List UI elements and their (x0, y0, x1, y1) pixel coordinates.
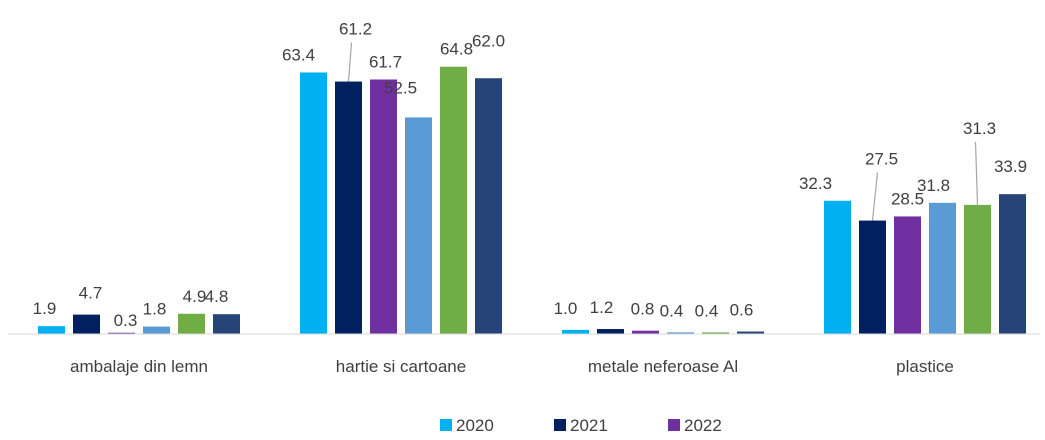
bar-3-4 (667, 332, 694, 334)
bar-4-6 (999, 194, 1026, 334)
leader-lines (347, 42, 979, 221)
bar-4-5 (964, 204, 991, 334)
leader-line (974, 141, 979, 205)
bar-4-4 (929, 202, 956, 334)
legend-swatch (668, 419, 680, 431)
legend-label: 2020 (456, 416, 494, 435)
leader-line (871, 172, 879, 221)
data-label: 0.4 (660, 301, 684, 320)
data-label: 64.8 (440, 40, 473, 59)
data-label: 32.3 (799, 174, 832, 193)
bar-4-1 (824, 200, 851, 334)
bar-2-1 (300, 72, 327, 334)
bar-2-5 (440, 66, 467, 334)
bar-4-2 (859, 220, 886, 334)
bar-3-2 (597, 329, 624, 334)
data-label: 61.7 (369, 52, 402, 71)
bar-1-4 (143, 326, 170, 334)
bar-3-6 (737, 331, 764, 334)
category-label: plastice (896, 357, 954, 376)
leader-line (347, 42, 353, 82)
data-label: 1.0 (554, 299, 578, 318)
data-label: 1.9 (33, 299, 57, 318)
data-label: 0.4 (695, 301, 719, 320)
data-label: 52.5 (384, 78, 417, 97)
data-label: 0.6 (730, 301, 754, 320)
category-label: hartie si cartoane (336, 357, 466, 376)
data-label: 28.5 (891, 189, 924, 208)
data-label: 63.4 (282, 45, 315, 64)
bar-1-2 (73, 314, 100, 334)
data-label: 33.9 (994, 157, 1027, 176)
data-label: 31.3 (963, 119, 996, 138)
legend-label: 2022 (684, 416, 722, 435)
bar-2-3 (370, 79, 397, 334)
legend-swatch (440, 419, 452, 431)
legend: 2020 2021 2022 (440, 416, 722, 435)
data-label: 4.7 (79, 284, 103, 303)
bar-1-6 (213, 314, 240, 334)
data-label: 31.8 (917, 176, 950, 195)
data-label: 61.2 (339, 20, 372, 39)
data-label: 27.5 (865, 150, 898, 169)
data-label: 4.8 (205, 287, 229, 306)
category-labels: ambalaje din lemn hartie si cartoane metal… (70, 357, 954, 376)
legend-swatch (554, 419, 566, 431)
bar-3-1 (562, 329, 589, 334)
category-label: ambalaje din lemn (70, 357, 208, 376)
bar-2-6 (475, 78, 502, 334)
bar-2-2 (335, 81, 362, 334)
data-label: 62.0 (472, 31, 505, 50)
bar-4-3 (894, 216, 921, 334)
bar-3-3 (632, 330, 659, 334)
bar-1-5 (178, 313, 205, 334)
bar-2-4 (405, 117, 432, 334)
category-label: metale neferoase Al (588, 357, 738, 376)
data-label: 1.8 (143, 300, 167, 319)
bar-3-5 (702, 332, 729, 334)
data-label: 0.3 (114, 311, 138, 330)
data-labels: 1.9 4.7 0.3 1.8 4.94.8 63.4 61.2 61.7 52.5 64.862… (33, 20, 1027, 330)
bars (38, 66, 1026, 334)
bar-1-1 (38, 326, 65, 334)
data-label: 4.9 (183, 287, 207, 306)
bar-1-3 (108, 332, 135, 334)
legend-label: 2021 (570, 416, 608, 435)
data-label: 0.8 (631, 300, 655, 319)
data-label: 1.2 (590, 298, 614, 317)
